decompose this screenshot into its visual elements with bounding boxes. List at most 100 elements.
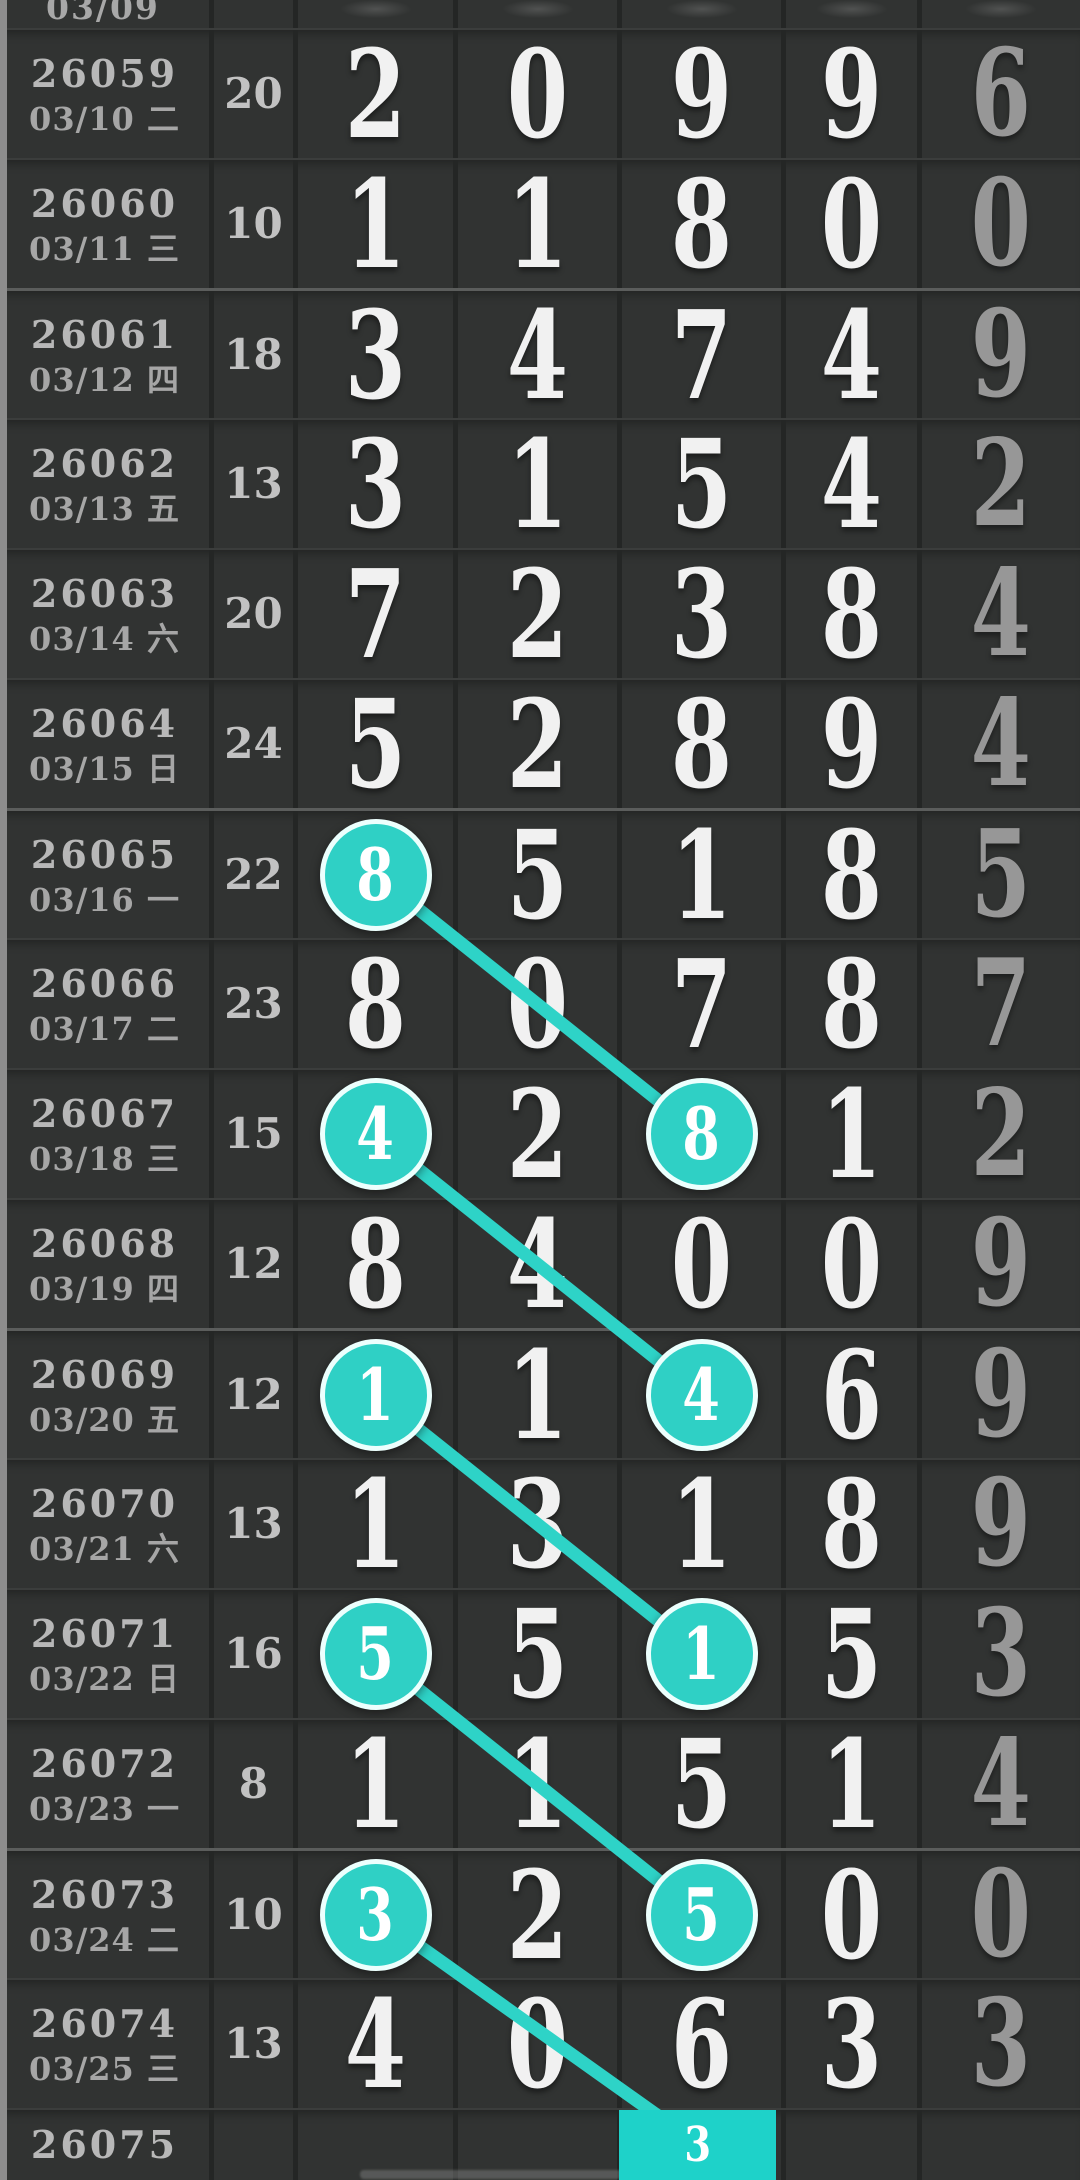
period-date-cell: 26066 03/17 二 bbox=[0, 940, 209, 1068]
tail-digit: 3 bbox=[970, 1583, 1032, 1724]
watermark-strip bbox=[360, 2170, 622, 2179]
date-label: 03/09 bbox=[46, 0, 160, 27]
digit-value: 4 bbox=[820, 282, 883, 427]
table-row: 26060 03/11 三 10 1 1 8 0 0 bbox=[0, 158, 1080, 288]
date-label: 03/15 日 bbox=[29, 750, 180, 788]
digit-cell: 3 bbox=[293, 420, 453, 548]
digit-cell: 3 bbox=[453, 1460, 617, 1588]
tail-digit: 4 bbox=[970, 673, 1032, 814]
digit-value: 8 bbox=[820, 802, 883, 947]
period-date-cell: 26063 03/14 六 bbox=[0, 550, 209, 678]
digit-value: 7 bbox=[344, 542, 407, 686]
sum-value: 13 bbox=[224, 1499, 283, 1548]
table-row: 26065 03/16 一 22 8 5 1 8 5 bbox=[0, 808, 1080, 938]
period-date-cell: 26072 03/23 一 bbox=[0, 1720, 209, 1848]
period-label: 26071 bbox=[30, 1611, 179, 1656]
digit-value: 1 bbox=[344, 1452, 407, 1596]
tail-cell: 3 bbox=[917, 1980, 1080, 2108]
digit-cell: 1 bbox=[617, 811, 781, 938]
digit-cell: 5 bbox=[453, 1590, 617, 1718]
trend-circle: 1 bbox=[645, 1598, 758, 1710]
digit-value: 8 bbox=[820, 542, 883, 686]
date-label: 03/20 五 bbox=[29, 1400, 180, 1439]
digit-cell: 0 bbox=[617, 1200, 781, 1328]
digit-value: 3 bbox=[344, 282, 407, 427]
sum-value: 24 bbox=[224, 719, 283, 768]
tail-cell: 5 bbox=[917, 811, 1080, 938]
table-row: 26074 03/25 三 13 4 0 6 3 3 bbox=[0, 1978, 1080, 2108]
digit-cell: 9 bbox=[781, 680, 917, 808]
digit-cell: 5 bbox=[617, 420, 781, 548]
digit-cell: 5 bbox=[453, 811, 617, 938]
digit-value: 1 bbox=[506, 1322, 569, 1467]
period-label: 26068 bbox=[30, 1221, 179, 1266]
partial-digit-smudge bbox=[666, 0, 737, 18]
digit-value: 8 bbox=[344, 932, 407, 1076]
digit-value: 0 bbox=[820, 1192, 883, 1336]
sum-value: 18 bbox=[224, 329, 283, 379]
tail-digit: 2 bbox=[970, 413, 1032, 554]
digit-value: 2 bbox=[506, 1062, 569, 1206]
tail-digit: 3 bbox=[970, 1973, 1032, 2114]
period-label: 26072 bbox=[30, 1741, 179, 1786]
trend-circle: 4 bbox=[319, 1078, 432, 1190]
period-date-cell: 26060 03/11 三 bbox=[0, 160, 209, 288]
digit-value: 6 bbox=[820, 1322, 883, 1467]
date-label: 03/21 六 bbox=[29, 1530, 180, 1568]
digit-cell: 3 bbox=[293, 291, 453, 418]
digit-cell: 0 bbox=[781, 1851, 917, 1978]
period-label: 26070 bbox=[30, 1481, 179, 1526]
digit-value: 1 bbox=[344, 1712, 407, 1856]
sum-value: 22 bbox=[224, 849, 283, 899]
table-row: 26062 03/13 五 13 3 1 5 4 2 bbox=[0, 418, 1080, 548]
digit-cell: 1 bbox=[453, 420, 617, 548]
tail-cell: 9 bbox=[917, 1331, 1080, 1458]
tail-cell: 6 bbox=[917, 30, 1080, 158]
digit-cell: 4 bbox=[781, 291, 917, 418]
period-date-cell: 26065 03/16 一 bbox=[0, 811, 209, 938]
sum-cell: 13 bbox=[209, 420, 293, 548]
digit-value: 5 bbox=[506, 802, 569, 947]
digit-cell: 1 bbox=[781, 1070, 917, 1198]
digit-cell bbox=[293, 2110, 453, 2180]
trend-circle: 3 bbox=[319, 1858, 432, 1971]
sum-cell: 18 bbox=[209, 291, 293, 418]
digit-value: 4 bbox=[506, 282, 569, 427]
period-label: 26067 bbox=[30, 1091, 179, 1136]
digit-value: 1 bbox=[506, 1712, 569, 1856]
digit-cell: 0 bbox=[781, 160, 917, 288]
digit-value: 9 bbox=[820, 22, 883, 166]
digit-value: 1 bbox=[344, 152, 407, 296]
table-row: 26066 03/17 二 23 8 0 7 8 7 bbox=[0, 938, 1080, 1068]
period-date-cell: 26059 03/10 二 bbox=[0, 30, 209, 158]
digit-cell: 1 bbox=[453, 1720, 617, 1848]
digit-value: 8 bbox=[670, 152, 733, 296]
period-label: 26060 bbox=[30, 181, 179, 226]
date-label: 03/24 二 bbox=[29, 1920, 180, 1959]
tail-cell: 4 bbox=[917, 680, 1080, 808]
sum-cell: 8 bbox=[209, 1720, 293, 1848]
digit-cell: 1 bbox=[293, 1331, 453, 1458]
digit-cell bbox=[781, 2110, 917, 2180]
digit-cell: 1 bbox=[453, 160, 617, 288]
sum-cell: 20 bbox=[209, 550, 293, 678]
digit-value: 1 bbox=[506, 152, 569, 296]
prediction-digit: 3 bbox=[684, 2117, 711, 2173]
table-row: 26063 03/14 六 20 7 2 3 8 4 bbox=[0, 548, 1080, 678]
digit-cell: 5 bbox=[617, 1851, 781, 1978]
left-edge-line bbox=[0, 0, 7, 2180]
digit-cell: 0 bbox=[453, 940, 617, 1068]
digit-cell: 2 bbox=[453, 1851, 617, 1978]
digit-cell: 8 bbox=[293, 940, 453, 1068]
tail-digit: 4 bbox=[970, 543, 1032, 684]
sum-cell: 15 bbox=[209, 1070, 293, 1198]
tail-digit: 9 bbox=[970, 1193, 1032, 1334]
sum-value: 13 bbox=[224, 459, 283, 508]
tail-cell: 0 bbox=[917, 1851, 1080, 1978]
digit-value: 0 bbox=[506, 22, 569, 166]
period-label: 26061 bbox=[30, 311, 179, 357]
digit-value: 0 bbox=[506, 1972, 569, 2116]
sum-cell: 12 bbox=[209, 1331, 293, 1458]
sum-cell: 23 bbox=[209, 940, 293, 1068]
